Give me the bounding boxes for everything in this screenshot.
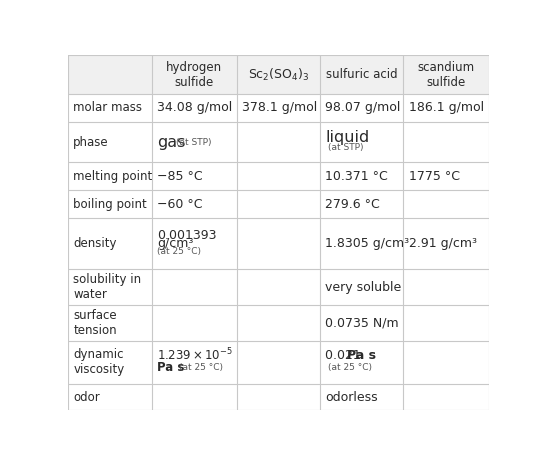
- Text: phase: phase: [73, 136, 109, 148]
- Text: 0.0735 N/m: 0.0735 N/m: [325, 317, 399, 330]
- Text: surface
tension: surface tension: [73, 309, 117, 337]
- Text: (at 25 °C): (at 25 °C): [157, 247, 201, 256]
- Text: 1775 °C: 1775 °C: [409, 170, 460, 183]
- Text: g/cm³: g/cm³: [157, 237, 193, 250]
- Text: 2.91 g/cm³: 2.91 g/cm³: [409, 237, 477, 250]
- Text: 279.6 °C: 279.6 °C: [325, 198, 380, 211]
- Text: 0.021: 0.021: [325, 349, 365, 362]
- Text: sulfuric acid: sulfuric acid: [326, 68, 397, 81]
- Text: solubility in
water: solubility in water: [73, 273, 141, 301]
- Text: (at STP): (at STP): [175, 137, 211, 147]
- Text: density: density: [73, 237, 117, 250]
- Text: very soluble: very soluble: [325, 281, 401, 294]
- Text: odorless: odorless: [325, 390, 378, 403]
- Text: dynamic
viscosity: dynamic viscosity: [73, 349, 124, 376]
- Text: −85 °C: −85 °C: [157, 170, 203, 183]
- Text: liquid: liquid: [325, 130, 369, 145]
- Text: odor: odor: [73, 390, 100, 403]
- Text: boiling point: boiling point: [73, 198, 147, 211]
- Text: gas: gas: [157, 135, 185, 149]
- Text: Pa s: Pa s: [347, 349, 376, 362]
- Text: (at STP): (at STP): [327, 143, 363, 152]
- Text: 34.08 g/mol: 34.08 g/mol: [157, 101, 232, 114]
- Text: (at 25 °C): (at 25 °C): [179, 363, 223, 372]
- Text: Pa s: Pa s: [157, 361, 185, 374]
- Text: scandium
sulfide: scandium sulfide: [418, 60, 475, 89]
- Text: 186.1 g/mol: 186.1 g/mol: [409, 101, 484, 114]
- Text: melting point: melting point: [73, 170, 153, 183]
- Text: hydrogen
sulfide: hydrogen sulfide: [166, 60, 222, 89]
- Text: 98.07 g/mol: 98.07 g/mol: [325, 101, 401, 114]
- Text: 378.1 g/mol: 378.1 g/mol: [242, 101, 318, 114]
- Text: 1.8305 g/cm³: 1.8305 g/cm³: [325, 237, 409, 250]
- Text: molar mass: molar mass: [73, 101, 142, 114]
- Text: (at 25 °C): (at 25 °C): [327, 363, 371, 372]
- Text: −60 °C: −60 °C: [157, 198, 203, 211]
- Text: $1.239\times10^{-5}$: $1.239\times10^{-5}$: [157, 347, 233, 364]
- Text: 10.371 °C: 10.371 °C: [325, 170, 388, 183]
- Text: $\mathrm{Sc_2(SO_4)_3}$: $\mathrm{Sc_2(SO_4)_3}$: [248, 66, 309, 83]
- Text: 0.001393: 0.001393: [157, 229, 217, 242]
- Bar: [68, 55, 489, 94]
